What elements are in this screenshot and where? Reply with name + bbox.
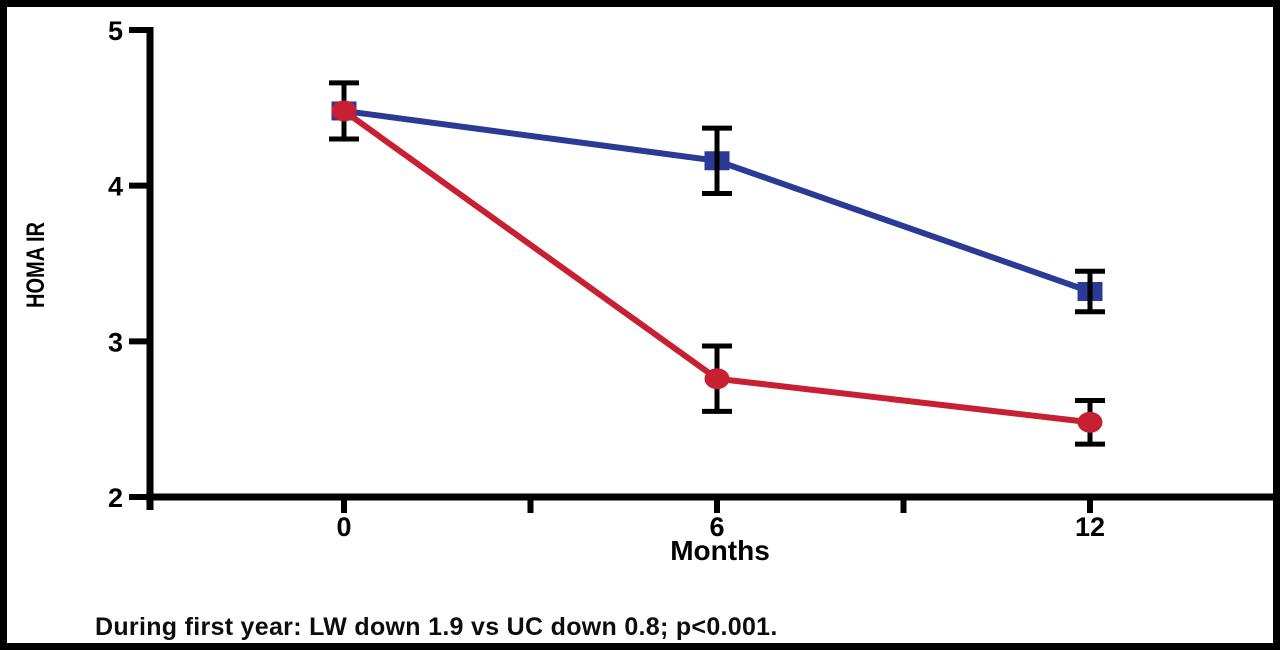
y-tick-label: 3 bbox=[108, 327, 123, 357]
x-axis-title: Months bbox=[670, 535, 770, 566]
chart-canvas: 5 4 3 2 0 6 12 bbox=[108, 16, 1273, 542]
y-tick-label: 2 bbox=[108, 483, 123, 513]
marker-circle-lw bbox=[704, 368, 730, 390]
caption: During first year: LW down 1.9 vs UC dow… bbox=[95, 613, 778, 641]
x-tick-label: 6 bbox=[709, 512, 724, 542]
y-axis-title: HOMA IR bbox=[22, 222, 50, 308]
x-tick-label: 12 bbox=[1075, 512, 1105, 542]
x-tick-label: 0 bbox=[336, 512, 351, 542]
marker-circle-lw bbox=[331, 100, 357, 122]
y-tick-label: 5 bbox=[108, 16, 123, 46]
y-tick-label: 4 bbox=[108, 172, 123, 202]
marker-circle-lw bbox=[1077, 411, 1103, 433]
